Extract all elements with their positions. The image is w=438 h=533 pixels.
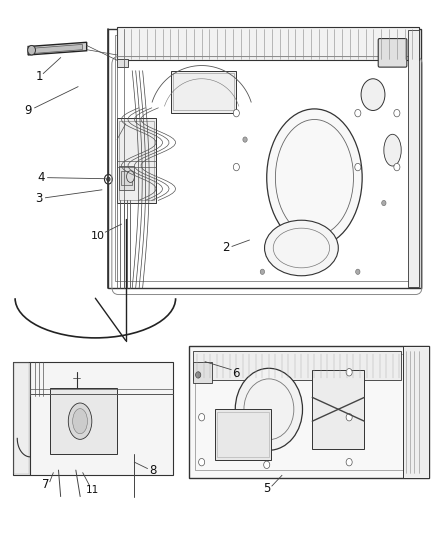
Text: 7: 7 [42, 479, 49, 491]
Polygon shape [171, 71, 237, 113]
Polygon shape [28, 42, 87, 55]
Circle shape [233, 164, 240, 171]
Bar [217, 412, 269, 457]
Circle shape [346, 414, 352, 421]
Bar [173, 74, 234, 110]
Bar [403, 346, 429, 478]
Ellipse shape [267, 109, 362, 246]
Circle shape [106, 177, 110, 181]
Ellipse shape [361, 79, 385, 110]
Ellipse shape [127, 171, 134, 182]
Circle shape [243, 137, 247, 142]
Circle shape [260, 269, 265, 274]
Circle shape [355, 109, 361, 117]
Circle shape [198, 458, 205, 466]
Circle shape [264, 461, 270, 469]
Text: 10: 10 [91, 231, 105, 241]
Ellipse shape [28, 45, 35, 55]
Circle shape [394, 109, 400, 117]
Ellipse shape [265, 220, 338, 276]
Bar [117, 28, 419, 60]
Text: 3: 3 [35, 192, 42, 205]
Circle shape [198, 368, 205, 376]
Text: 9: 9 [25, 104, 32, 117]
Bar [30, 362, 173, 475]
Bar [117, 59, 128, 67]
Circle shape [346, 368, 352, 376]
Text: 4: 4 [37, 171, 45, 184]
Circle shape [105, 174, 112, 184]
Bar [117, 118, 156, 203]
Ellipse shape [384, 134, 401, 166]
Bar [119, 166, 134, 190]
Circle shape [196, 372, 201, 378]
FancyBboxPatch shape [378, 38, 407, 67]
Bar [195, 354, 423, 470]
Bar [215, 409, 271, 459]
Bar [193, 362, 212, 383]
Polygon shape [108, 29, 421, 288]
Bar [121, 171, 132, 184]
Ellipse shape [68, 403, 92, 439]
Text: 5: 5 [263, 482, 270, 495]
Text: 1: 1 [35, 70, 43, 83]
Polygon shape [35, 44, 82, 53]
Circle shape [394, 164, 400, 171]
Circle shape [346, 458, 352, 466]
Bar [312, 369, 364, 449]
Bar [119, 121, 154, 200]
Bar [193, 351, 401, 380]
Bar [14, 363, 29, 474]
Bar [13, 362, 30, 475]
Text: 8: 8 [149, 464, 157, 477]
Circle shape [356, 269, 360, 274]
Text: 11: 11 [86, 484, 99, 495]
Circle shape [233, 109, 240, 117]
Text: 6: 6 [233, 367, 240, 380]
Circle shape [381, 200, 386, 206]
Ellipse shape [73, 409, 88, 434]
Bar [408, 30, 419, 287]
Bar [50, 388, 117, 454]
Circle shape [355, 164, 361, 171]
Bar [189, 346, 429, 478]
Text: 2: 2 [222, 241, 229, 254]
Circle shape [198, 414, 205, 421]
Ellipse shape [235, 368, 303, 450]
